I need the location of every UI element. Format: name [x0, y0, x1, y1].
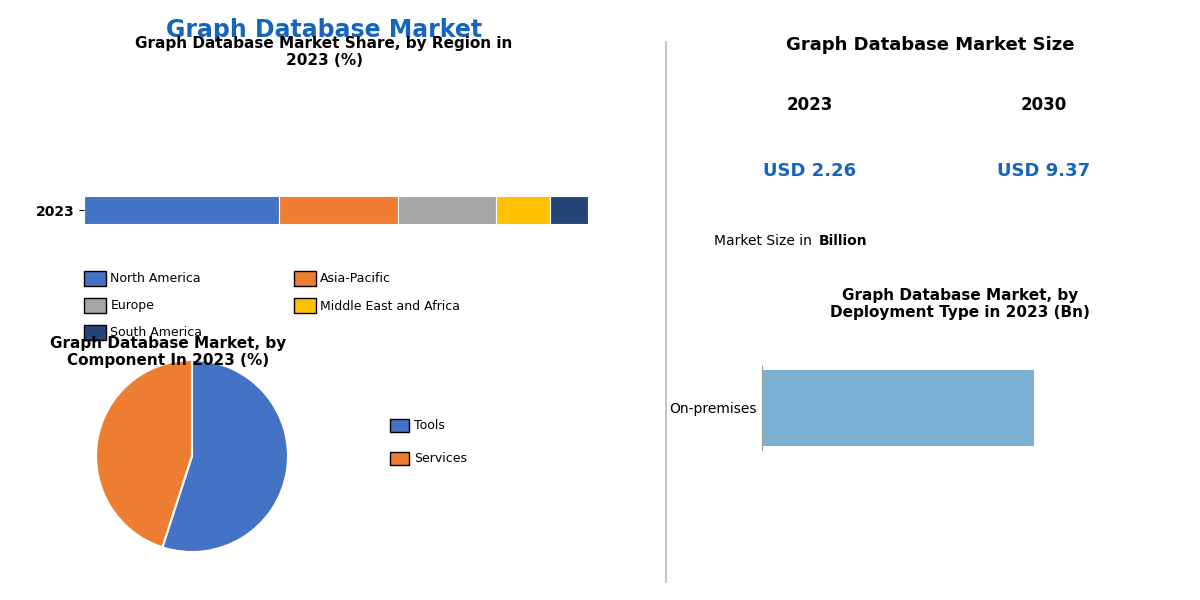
Text: Graph Database Market Size: Graph Database Market Size [786, 36, 1074, 54]
Bar [84, 196, 280, 224]
Bar [398, 196, 496, 224]
Text: North America: North America [110, 272, 202, 286]
Text: Asia-Pacific: Asia-Pacific [320, 272, 391, 286]
Text: Graph Database Market, by
Component In 2023 (%): Graph Database Market, by Component In 2… [50, 336, 286, 368]
Bar [550, 196, 588, 224]
Text: Billion: Billion [818, 234, 868, 248]
Text: USD 9.37: USD 9.37 [997, 162, 1091, 180]
Text: Graph Database Market Share, by Region in
2023 (%): Graph Database Market Share, by Region i… [136, 36, 512, 68]
Text: Services: Services [414, 452, 467, 465]
Text: 2030: 2030 [1021, 96, 1067, 114]
Bar [496, 196, 550, 224]
Text: USD 2.26: USD 2.26 [763, 162, 857, 180]
Text: Europe: Europe [110, 299, 155, 313]
Text: Tools: Tools [414, 419, 445, 432]
Text: Graph Database Market, by
Deployment Type in 2023 (Bn): Graph Database Market, by Deployment Typ… [830, 288, 1090, 320]
Text: Middle East and Africa: Middle East and Africa [320, 299, 461, 313]
Wedge shape [162, 360, 288, 552]
Text: South America: South America [110, 326, 203, 340]
Wedge shape [96, 360, 192, 547]
Bar [280, 196, 398, 224]
Text: Market Size in: Market Size in [714, 234, 816, 248]
Text: Graph Database Market: Graph Database Market [166, 18, 482, 42]
Bar [762, 370, 1034, 446]
Text: 2023: 2023 [787, 96, 833, 114]
